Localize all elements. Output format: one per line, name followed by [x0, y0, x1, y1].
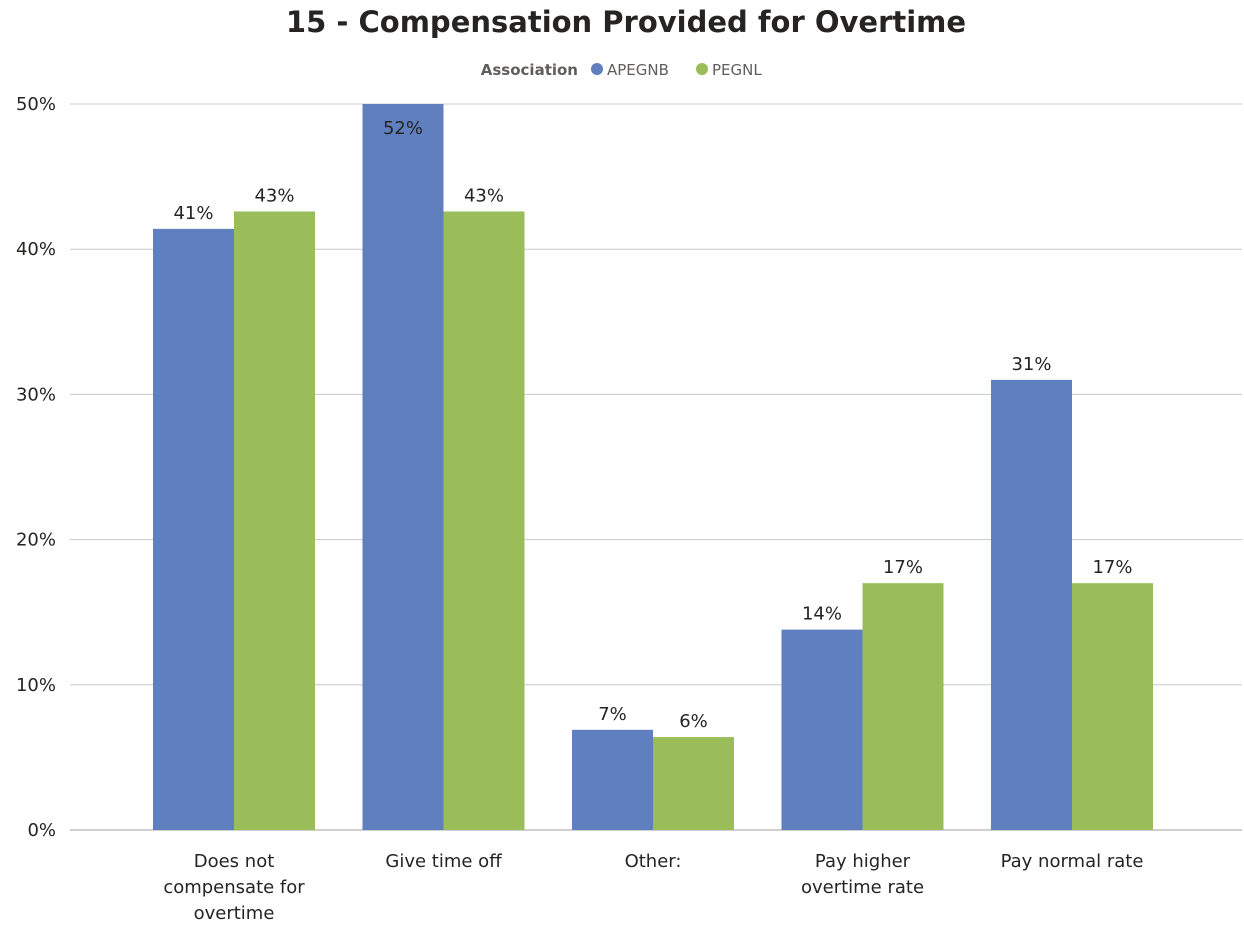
data-label: 17% — [883, 557, 923, 578]
x-axis-categories: Does not compensate for overtime Give time … — [163, 851, 1143, 924]
bars — [153, 104, 1153, 830]
category-label: Pay higher — [815, 851, 911, 872]
data-label: 41% — [173, 203, 213, 224]
category-label: overtime — [194, 903, 275, 924]
data-label: 6% — [679, 711, 708, 732]
category-label: Does not — [194, 851, 275, 872]
legend-marker-pegnl — [696, 63, 708, 75]
legend-label-apegnb: APEGNB — [607, 61, 669, 79]
bar-pegnl — [443, 211, 525, 830]
legend-label-pegnl: PEGNL — [712, 61, 762, 79]
bar-pegnl — [653, 737, 734, 830]
chart-title: 15 - Compensation Provided for Overtime — [286, 5, 966, 39]
y-tick-label: 0% — [27, 820, 56, 841]
legend: Association APEGNB PEGNL — [481, 61, 763, 79]
y-tick-label: 40% — [16, 239, 56, 260]
category-label: Give time off — [385, 851, 502, 872]
data-label: 43% — [464, 185, 504, 206]
legend-marker-apegnb — [591, 63, 603, 75]
category-label: Pay normal rate — [1001, 851, 1144, 872]
bar-apegnb — [781, 629, 863, 830]
y-tick-label: 20% — [16, 530, 56, 551]
bar-apegnb — [153, 228, 234, 830]
data-label: 52% — [383, 118, 423, 139]
bar-apegnb — [991, 379, 1072, 830]
category-label: compensate for — [163, 877, 305, 898]
category-label: overtime rate — [801, 877, 924, 898]
data-label: 17% — [1092, 557, 1132, 578]
bar-pegnl — [862, 583, 944, 830]
legend-title: Association — [481, 61, 578, 79]
y-tick-label: 50% — [16, 94, 56, 115]
category-label: Other: — [625, 851, 682, 872]
data-label: 14% — [802, 604, 842, 625]
data-label: 43% — [254, 185, 294, 206]
data-label: 31% — [1011, 354, 1051, 375]
data-labels: 41% 43% 52% 43% 7% 6% 14% 17% 31% 17% — [173, 118, 1132, 732]
y-axis-ticks: 0% 10% 20% 30% 40% 50% — [16, 94, 56, 841]
bar-apegnb — [362, 104, 444, 830]
bar-pegnl — [1072, 583, 1153, 830]
y-tick-label: 10% — [16, 675, 56, 696]
data-label: 7% — [598, 704, 627, 725]
y-tick-label: 30% — [16, 384, 56, 405]
bar-apegnb — [572, 729, 653, 830]
bar-pegnl — [234, 211, 315, 830]
